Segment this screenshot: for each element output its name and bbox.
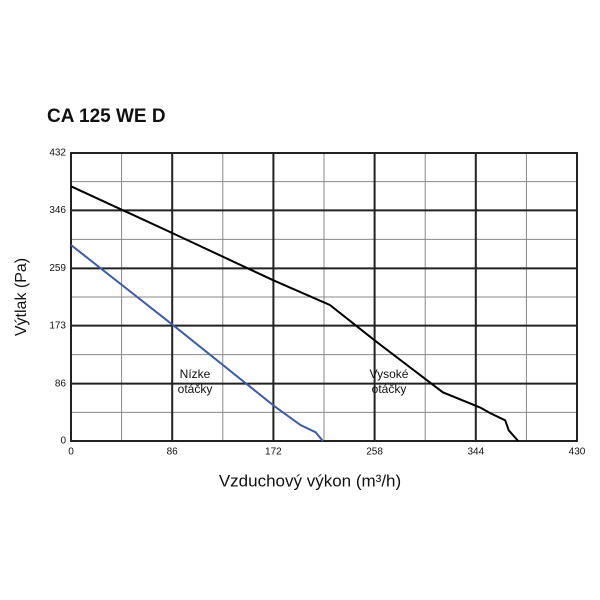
annotation: Nízke [180, 367, 211, 381]
y-tick-label: 432 [49, 148, 66, 159]
x-tick-label: 86 [167, 447, 179, 458]
plot-border [70, 152, 578, 442]
line-series [70, 185, 519, 442]
x-axis-label: Vzduchový výkon (m³/h) [219, 471, 401, 490]
y-tick-label: 0 [60, 436, 66, 447]
annotation: Vysoké [370, 367, 409, 381]
chart-title: CA 125 WE D [47, 106, 166, 127]
annotation: otáčky [372, 382, 407, 396]
x-tick-label: 172 [265, 447, 282, 458]
x-tick-label: 0 [68, 447, 74, 458]
y-tick-label: 86 [55, 378, 67, 389]
annotation: otáčky [178, 382, 213, 396]
x-tick-label: 430 [569, 447, 586, 458]
x-tick-label: 258 [366, 447, 383, 458]
x-tick-label: 344 [467, 447, 484, 458]
line-series [70, 244, 324, 442]
y-tick-label: 259 [49, 263, 66, 274]
y-tick-label: 173 [49, 320, 66, 331]
y-tick-label: 346 [49, 205, 66, 216]
y-axis-label: Výtlak (Pa) [13, 258, 30, 336]
